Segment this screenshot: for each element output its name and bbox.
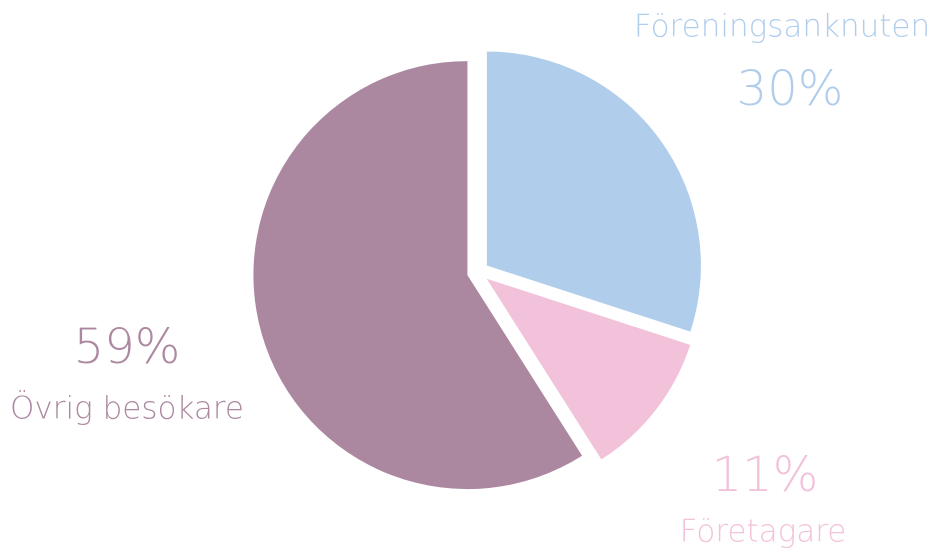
pie-slice [486,51,701,332]
slice-value: 59% [74,319,181,375]
slice-value: 30% [737,61,844,117]
pie-slice [253,61,583,490]
slice-value: 11% [712,447,819,503]
slice-label: Företagare [680,514,847,550]
pie-slice [486,278,691,460]
slice-label: Föreningsanknuten [634,9,930,45]
slice-label: Övrig besökare [10,391,244,427]
